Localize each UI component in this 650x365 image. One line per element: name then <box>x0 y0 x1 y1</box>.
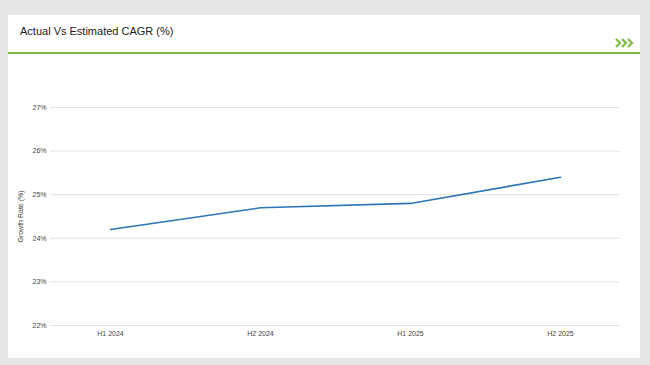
svg-text:25%: 25% <box>32 191 46 198</box>
svg-text:22%: 22% <box>32 322 46 329</box>
html-text:Actual Vs Estimated CAGR (%): Actual Vs Estimated CAGR (%) <box>20 25 174 37</box>
svg-text:H1 2024: H1 2024 <box>97 330 124 337</box>
svg-text:24%: 24% <box>32 235 46 242</box>
svg-text:Growth Rate (%): Growth Rate (%) <box>17 190 25 242</box>
svg-text:26%: 26% <box>32 147 46 154</box>
svg-text:H2 2025: H2 2025 <box>547 330 574 337</box>
svg-text:H2 2024: H2 2024 <box>247 330 274 337</box>
svg-text:23%: 23% <box>32 278 46 285</box>
svg-text:H1 2025: H1 2025 <box>397 330 424 337</box>
svg-text:27%: 27% <box>32 104 46 111</box>
